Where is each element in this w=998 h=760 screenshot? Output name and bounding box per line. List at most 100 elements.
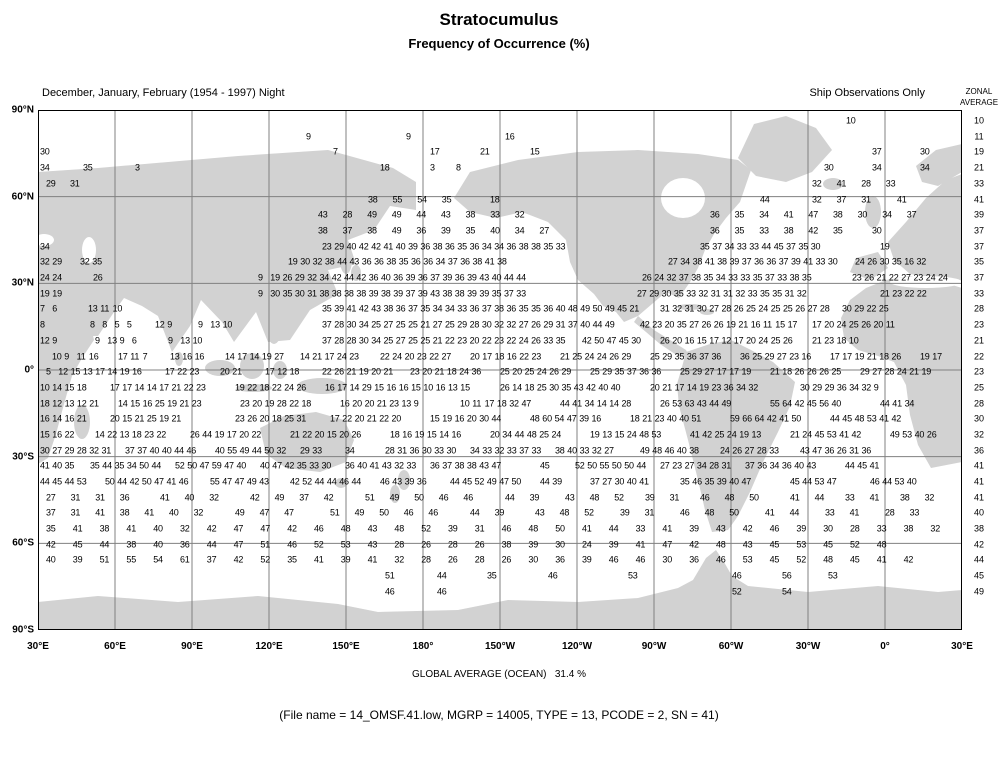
grid-cell-value: 34: [882, 209, 892, 220]
grid-cell-value: 64: [782, 398, 792, 409]
grid-cell-value: 39: [579, 413, 589, 424]
grid-cell-value: 23: [240, 398, 250, 409]
grid-cell-value: 36: [506, 241, 517, 252]
zonal-average-value: 23: [973, 366, 985, 377]
grid-cell-value: 37: [342, 225, 353, 236]
longitude-tick-label: 60°W: [718, 641, 744, 652]
zonal-average-value: 41: [973, 476, 985, 487]
grid-cell-value: 49: [246, 476, 257, 487]
grid-cell-value: 50: [587, 460, 597, 471]
grid-cell-value: 35: [457, 241, 467, 252]
grid-cell-value: 46: [716, 554, 726, 565]
grid-cell-value: 29: [824, 382, 835, 393]
grid-cell-value: 40: [161, 445, 172, 456]
grid-cell-value: 40: [729, 476, 739, 487]
grid-cell-value: 36: [460, 256, 470, 267]
zonal-average-value: 41: [973, 460, 985, 471]
grid-cell-value: 21: [480, 146, 490, 157]
grid-cell-value: 32: [394, 460, 404, 471]
grid-cell-value: 26: [500, 382, 510, 393]
grid-cell-value: 15: [130, 398, 140, 409]
grid-cell-value: 23: [711, 382, 722, 393]
grid-cell-value: 21: [383, 366, 394, 377]
grid-cell-value: 12: [58, 366, 68, 377]
grid-cell-value: 18: [131, 429, 142, 440]
grid-cell-value: 36: [361, 256, 372, 267]
zonal-average-value: 40: [973, 507, 985, 518]
grid-cell-value: 38: [386, 256, 397, 267]
grid-cell-value: 19: [235, 382, 245, 393]
grid-cell-value: 47: [259, 507, 270, 518]
grid-cell-value: 51: [385, 570, 395, 581]
grid-cell-value: 40: [381, 272, 391, 283]
grid-cell-value: 42: [284, 460, 295, 471]
latitude-tick-label: 90°N: [11, 104, 34, 116]
grid-cell-value: 6: [52, 303, 58, 314]
source-label: Ship Observations Only: [809, 87, 925, 99]
grid-cell-value: 24: [720, 445, 730, 456]
grid-cell-value: 42: [323, 492, 334, 503]
grid-cell-value: 55: [210, 476, 220, 487]
grid-cell-value: 45: [769, 554, 780, 565]
grid-cell-value: 36: [555, 554, 565, 565]
grid-cell-value: 41: [869, 492, 880, 503]
grid-cell-value: 15: [64, 382, 75, 393]
grid-cell-value: 30: [661, 288, 672, 299]
grid-cell-value: 24: [726, 429, 737, 440]
grid-cell-value: 38: [367, 225, 377, 236]
grid-cell-value: 15: [374, 382, 384, 393]
grid-cell-value: 32: [735, 288, 746, 299]
longitude-tick-label: 120°W: [561, 641, 593, 652]
grid-cell-value: 52: [314, 539, 324, 550]
grid-cell-value: 45: [806, 398, 817, 409]
grid-cell-value: 44: [505, 492, 515, 503]
grid-cell-value: 27: [604, 445, 614, 456]
grid-cell-value: 52: [575, 460, 585, 471]
grid-cell-value: 20: [364, 398, 375, 409]
grid-cell-value: 37: [430, 272, 440, 283]
grid-cell-value: 32: [924, 492, 935, 503]
grid-cell-value: 32: [666, 272, 677, 283]
grid-lines: [38, 110, 962, 630]
grid-cell-value: 35: [90, 460, 100, 471]
global-average-label: GLOBAL AVERAGE (OCEAN) 31.4 %: [412, 669, 586, 680]
zonal-average-value: 28: [973, 303, 985, 314]
grid-cell-value: 37: [626, 366, 637, 377]
grid-cell-value: 43: [259, 476, 269, 487]
grid-cell-value: 46: [339, 476, 349, 487]
grid-cell-value: 32: [591, 445, 602, 456]
grid-cell-value: 21: [134, 413, 145, 424]
grid-cell-value: 36: [469, 303, 480, 314]
grid-cell-value: 31: [95, 492, 105, 503]
grid-cell-value: 18: [289, 366, 300, 377]
grid-cell-value: 53: [814, 476, 825, 487]
grid-cell-value: 18: [782, 366, 792, 377]
grid-cell-value: 9: [873, 382, 879, 393]
grid-cell-value: 23: [672, 460, 682, 471]
grid-cell-value: 9: [198, 319, 203, 330]
grid-cell-value: 40: [236, 460, 247, 471]
grid-cell-value: 21: [909, 366, 919, 377]
grid-cell-value: 49: [604, 319, 615, 330]
grid-cell-value: 30: [827, 256, 838, 267]
page-subtitle: Frequency of Occurrence (%): [408, 36, 590, 51]
grid-cell-value: 23: [189, 366, 200, 377]
grid-cell-value: 31: [644, 507, 655, 518]
grid-cell-value: 47: [812, 445, 822, 456]
grid-cell-value: 14: [300, 351, 310, 362]
landmass-eurasia: [38, 150, 416, 352]
grid-cell-value: 33: [579, 445, 590, 456]
grid-cell-value: 19: [288, 256, 298, 267]
grid-cell-value: 42: [129, 476, 140, 487]
grid-cell-value: 41: [879, 413, 889, 424]
grid-cell-value: 44: [636, 460, 647, 471]
grid-cell-value: 30: [270, 288, 280, 299]
grid-cell-value: 38: [381, 288, 391, 299]
grid-cell-value: 46: [501, 523, 512, 534]
grid-cell-value: 25: [383, 335, 394, 346]
grid-cell-value: 19: [590, 429, 600, 440]
grid-cell-value: 37: [504, 288, 514, 299]
grid-cell-value: 35: [752, 272, 763, 283]
zonal-average-value: 41: [973, 492, 985, 503]
grid-cell-value: 22: [107, 429, 117, 440]
